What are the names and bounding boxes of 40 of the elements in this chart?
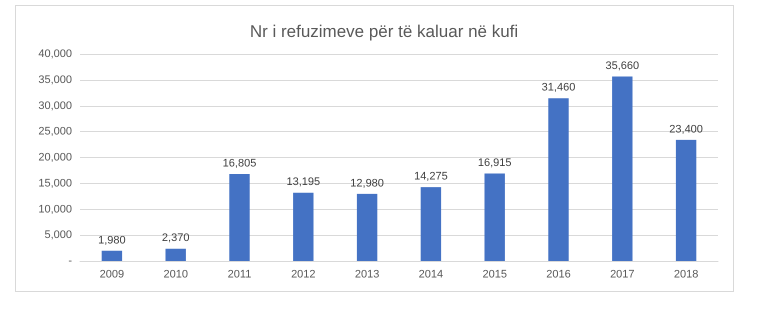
x-tick-label: 2011 xyxy=(228,268,252,280)
bar xyxy=(420,187,442,261)
y-tick-label: 30,000 xyxy=(38,100,72,112)
bar xyxy=(612,76,633,261)
data-label: 13,195 xyxy=(286,176,320,188)
x-tick-label: 2018 xyxy=(674,268,698,280)
y-tick-label: 5,000 xyxy=(44,229,72,242)
y-tick-label: 25,000 xyxy=(38,126,72,138)
x-tick-label: 2009 xyxy=(100,268,124,280)
x-tick-label: 2013 xyxy=(354,268,380,280)
bar xyxy=(484,173,505,261)
x-tick-label: 2014 xyxy=(418,268,444,280)
data-label: 16,805 xyxy=(222,158,256,170)
data-label: 14,275 xyxy=(414,170,448,183)
bar xyxy=(102,250,122,261)
y-tick-label: - xyxy=(68,255,72,267)
x-tick-label: 2010 xyxy=(163,268,188,280)
data-label: 31,460 xyxy=(542,82,576,94)
y-tick-label: 15,000 xyxy=(38,177,72,190)
bar xyxy=(548,98,569,261)
x-tick-label: 2016 xyxy=(546,268,571,280)
data-label: 12,980 xyxy=(350,177,384,190)
data-label: 35,660 xyxy=(605,60,640,72)
data-label: 2,370 xyxy=(162,232,190,244)
y-tick-label: 40,000 xyxy=(38,48,72,60)
x-tick-label: 2015 xyxy=(482,268,507,280)
y-tick-label: 20,000 xyxy=(38,152,72,164)
y-tick-label: 10,000 xyxy=(38,203,72,216)
chart-title: Nr i refuzimeve për të kaluar në kufi xyxy=(250,22,518,41)
x-tick-label: 2012 xyxy=(291,268,316,280)
bar xyxy=(293,192,314,261)
bar xyxy=(676,140,696,261)
bar xyxy=(229,174,250,261)
x-tick-label: 2017 xyxy=(610,268,635,280)
data-label: 23,400 xyxy=(669,123,703,136)
data-label: 16,915 xyxy=(478,156,512,169)
data-label: 1,980 xyxy=(98,234,126,246)
bar xyxy=(165,248,186,261)
bar xyxy=(356,194,378,261)
y-tick-label: 35,000 xyxy=(38,74,72,86)
